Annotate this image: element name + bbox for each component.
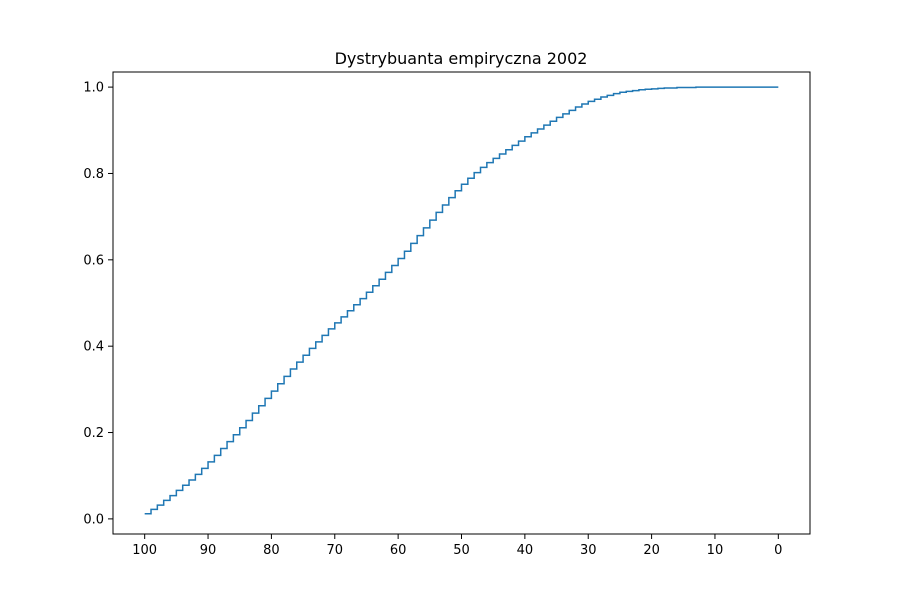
y-tick-label: 0.4 [83, 340, 104, 355]
x-tick-label: 20 [643, 543, 660, 558]
x-axis: 100 90 80 70 60 50 40 30 20 10 0 [132, 534, 782, 558]
y-tick-label: 0.0 [83, 512, 104, 527]
x-tick-label: 0 [774, 543, 782, 558]
x-tick-label: 80 [263, 543, 280, 558]
x-tick-label: 30 [580, 543, 597, 558]
y-tick-label: 1.0 [83, 81, 104, 96]
y-tick-label: 0.8 [83, 167, 104, 182]
chart-title: Dystrybuanta empiryczna 2002 [335, 49, 588, 68]
x-tick-label: 100 [132, 543, 157, 558]
x-tick-label: 50 [453, 543, 470, 558]
series-ecdf-line [144, 86, 779, 515]
y-axis: 0.0 0.2 0.4 0.6 0.8 1.0 [83, 81, 113, 527]
x-tick-label: 10 [707, 543, 724, 558]
x-tick-label: 70 [326, 543, 343, 558]
y-tick-label: 0.6 [83, 253, 104, 268]
y-tick-label: 0.2 [83, 426, 104, 441]
x-tick-label: 40 [517, 543, 534, 558]
x-tick-label: 90 [200, 543, 217, 558]
plot-area-frame [112, 71, 811, 535]
x-tick-label: 60 [390, 543, 407, 558]
